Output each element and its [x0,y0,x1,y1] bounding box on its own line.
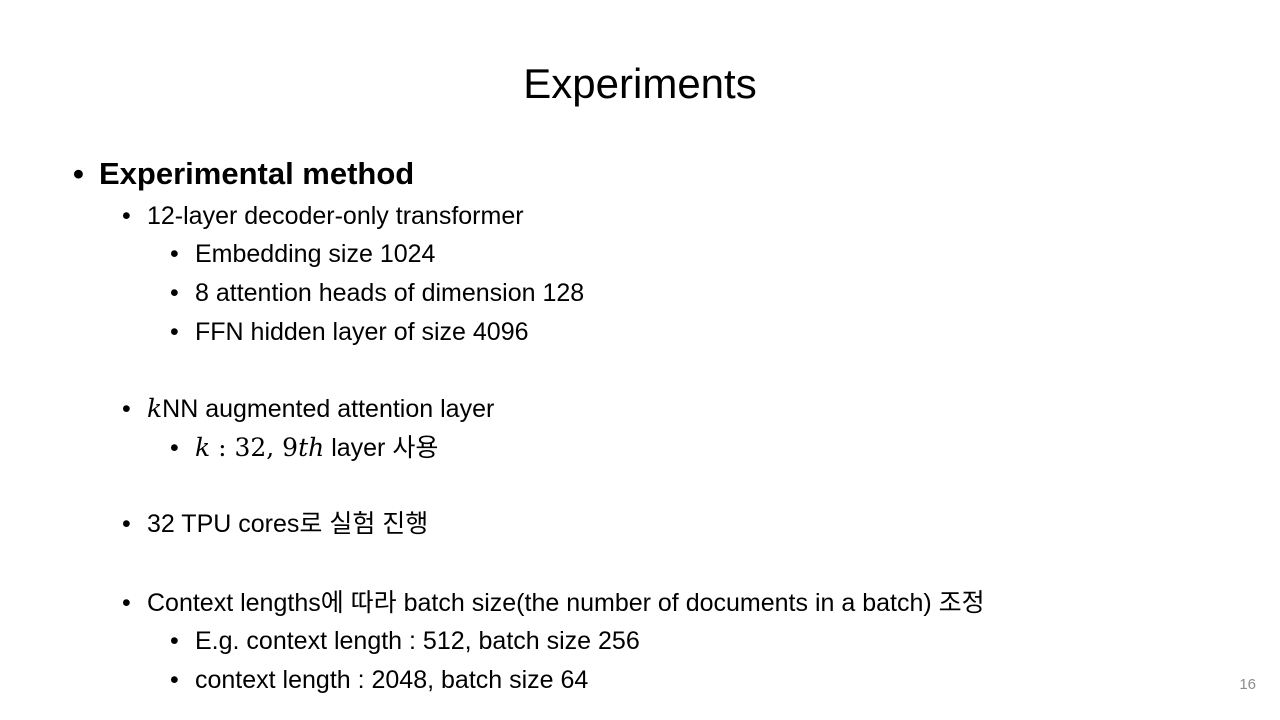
bullet-glyph: • [122,510,131,538]
bullet-text: Experimental method [99,156,415,191]
bullet-text: 12-layer decoder-only transformer [147,202,524,230]
bullet-tpu: • 32 TPU cores로 실험 진행 [122,509,429,539]
bullet-knn-attention: • kNN augmented attention layer [122,394,495,424]
bullet-text: NN augmented attention layer [162,395,495,423]
bullet-attention-heads: • 8 attention heads of dimension 128 [170,278,585,308]
bullet-glyph: • [170,240,179,268]
bullet-glyph: • [170,279,179,307]
bullet-text: 8 attention heads of dimension 128 [195,279,585,307]
page-number: 16 [1239,676,1256,693]
bullet-text: E.g. context length : 512, batch size 25… [195,627,640,655]
bullet-glyph: • [170,434,179,462]
bullet-text: Embedding size 1024 [195,240,436,268]
slide-title: Experiments [523,60,757,107]
bullet-example-512: • E.g. context length : 512, batch size … [170,626,640,656]
bullet-glyph: • [122,395,131,423]
bullet-text: layer 사용 [324,434,439,462]
math-th: th [298,433,325,462]
math-values: : 32, 9 [210,433,299,462]
bullet-embedding: • Embedding size 1024 [170,239,436,269]
bullet-text: 32 TPU cores로 실험 진행 [147,510,429,538]
bullet-text: context length : 2048, batch size 64 [195,666,589,694]
math-k: k [147,394,163,423]
bullet-glyph: • [170,666,179,694]
bullet-context-lengths: • Context lengths에 따라 batch size(the num… [122,588,985,618]
bullet-ffn: • FFN hidden layer of size 4096 [170,317,529,347]
math-k: k [195,433,211,462]
bullet-text: Context lengths에 따라 batch size(the numbe… [147,589,985,617]
bullet-example-2048: • context length : 2048, batch size 64 [170,665,589,695]
bullet-text: FFN hidden layer of size 4096 [195,318,529,346]
bullet-glyph: • [170,318,179,346]
bullet-glyph: • [170,627,179,655]
bullet-glyph: • [122,589,131,617]
bullet-glyph: • [122,202,131,230]
bullet-k-values: • k : 32, 9th layer 사용 [170,433,439,463]
bullet-glyph: • [73,156,84,191]
bullet-transformer: • 12-layer decoder-only transformer [122,201,524,231]
bullet-experimental-method: • Experimental method [73,156,415,192]
